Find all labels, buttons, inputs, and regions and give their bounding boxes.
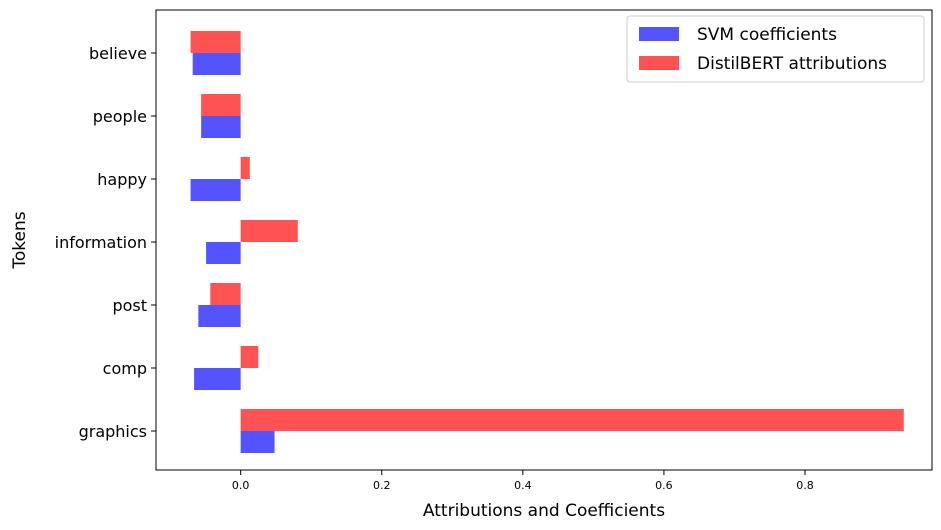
bar-distilbert-post xyxy=(210,283,241,305)
bar-svm-graphics xyxy=(240,431,275,453)
bar-svm-comp xyxy=(194,368,241,390)
bar-svm-believe xyxy=(192,53,241,75)
bar-svm-information xyxy=(206,242,241,264)
bar-svm-post xyxy=(198,305,241,327)
legend: SVM coefficients DistilBERT attributions xyxy=(626,15,925,83)
legend-swatch-svm xyxy=(639,27,679,41)
bar-distilbert-believe xyxy=(190,31,241,53)
bar-distilbert-happy xyxy=(240,157,250,179)
y-tick-label-happy: happy xyxy=(97,170,147,189)
legend-box xyxy=(626,15,925,83)
bar-svm-happy xyxy=(190,179,241,201)
y-tick-label-information: information xyxy=(55,233,147,252)
legend-swatch-distilbert xyxy=(639,56,679,70)
bar-svm-people xyxy=(201,116,241,138)
bars-group xyxy=(190,31,904,453)
y-tick-label-graphics: graphics xyxy=(79,422,147,441)
x-tick-label: 0.6 xyxy=(655,479,673,492)
plot-frame xyxy=(155,9,933,471)
bar-distilbert-people xyxy=(201,94,241,116)
bar-distilbert-information xyxy=(240,220,298,242)
bar-distilbert-comp xyxy=(240,346,259,368)
x-tick-label: 0.2 xyxy=(373,479,391,492)
y-axis-title: Tokens xyxy=(10,211,30,269)
y-tick-label-believe: believe xyxy=(89,44,147,63)
x-tick-label: 0.0 xyxy=(232,479,250,492)
x-tick-label: 0.8 xyxy=(796,479,814,492)
legend-label-distilbert: DistilBERT attributions xyxy=(697,54,887,74)
x-tick-label: 0.4 xyxy=(514,479,532,492)
bar-distilbert-graphics xyxy=(240,409,904,431)
y-tick-label-post: post xyxy=(112,296,147,315)
x-axis-title: Attributions and Coefficients xyxy=(423,501,665,521)
legend-label-svm: SVM coefficients xyxy=(697,25,837,45)
y-tick-label-comp: comp xyxy=(103,359,147,378)
y-tick-label-people: people xyxy=(93,107,147,126)
y-axis: graphics comp post information happy people be… xyxy=(55,44,156,441)
x-axis: 0.0 0.2 0.4 0.6 0.8 xyxy=(232,470,814,492)
